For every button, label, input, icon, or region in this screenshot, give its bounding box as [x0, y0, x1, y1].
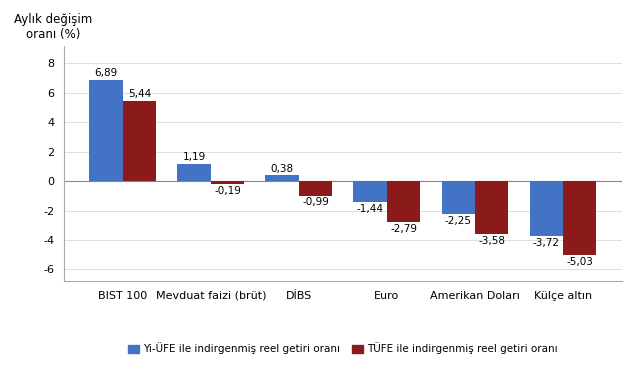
Text: 1,19: 1,19 — [183, 152, 206, 162]
Bar — [178, 163, 211, 181]
Bar — [123, 101, 156, 181]
Text: -1,44: -1,44 — [357, 204, 384, 214]
Text: Aylık değişim
oranı (%): Aylık değişim oranı (%) — [14, 13, 92, 41]
Text: -2,25: -2,25 — [445, 216, 472, 226]
Text: -2,79: -2,79 — [390, 224, 417, 234]
Text: 6,89: 6,89 — [94, 68, 118, 78]
Text: 0,38: 0,38 — [271, 164, 294, 174]
Text: 5,44: 5,44 — [128, 89, 151, 99]
Text: -3,58: -3,58 — [478, 236, 505, 245]
Bar — [265, 176, 299, 181]
Bar — [387, 181, 420, 222]
Bar — [211, 181, 244, 184]
Bar — [529, 181, 563, 236]
Bar — [90, 80, 123, 181]
Bar — [563, 181, 596, 255]
Bar — [353, 181, 387, 202]
Text: -0,19: -0,19 — [214, 186, 241, 196]
Text: -3,72: -3,72 — [533, 238, 560, 248]
Text: -5,03: -5,03 — [566, 257, 593, 267]
Legend: Yi-ÜFE ile indirgenmiş reel getiri oranı, TÜFE ile indirgenmiş reel getiri oranı: Yi-ÜFE ile indirgenmiş reel getiri oranı… — [124, 338, 562, 358]
Text: -0,99: -0,99 — [302, 198, 329, 207]
Bar — [442, 181, 475, 214]
Bar — [475, 181, 508, 234]
Bar — [299, 181, 333, 196]
